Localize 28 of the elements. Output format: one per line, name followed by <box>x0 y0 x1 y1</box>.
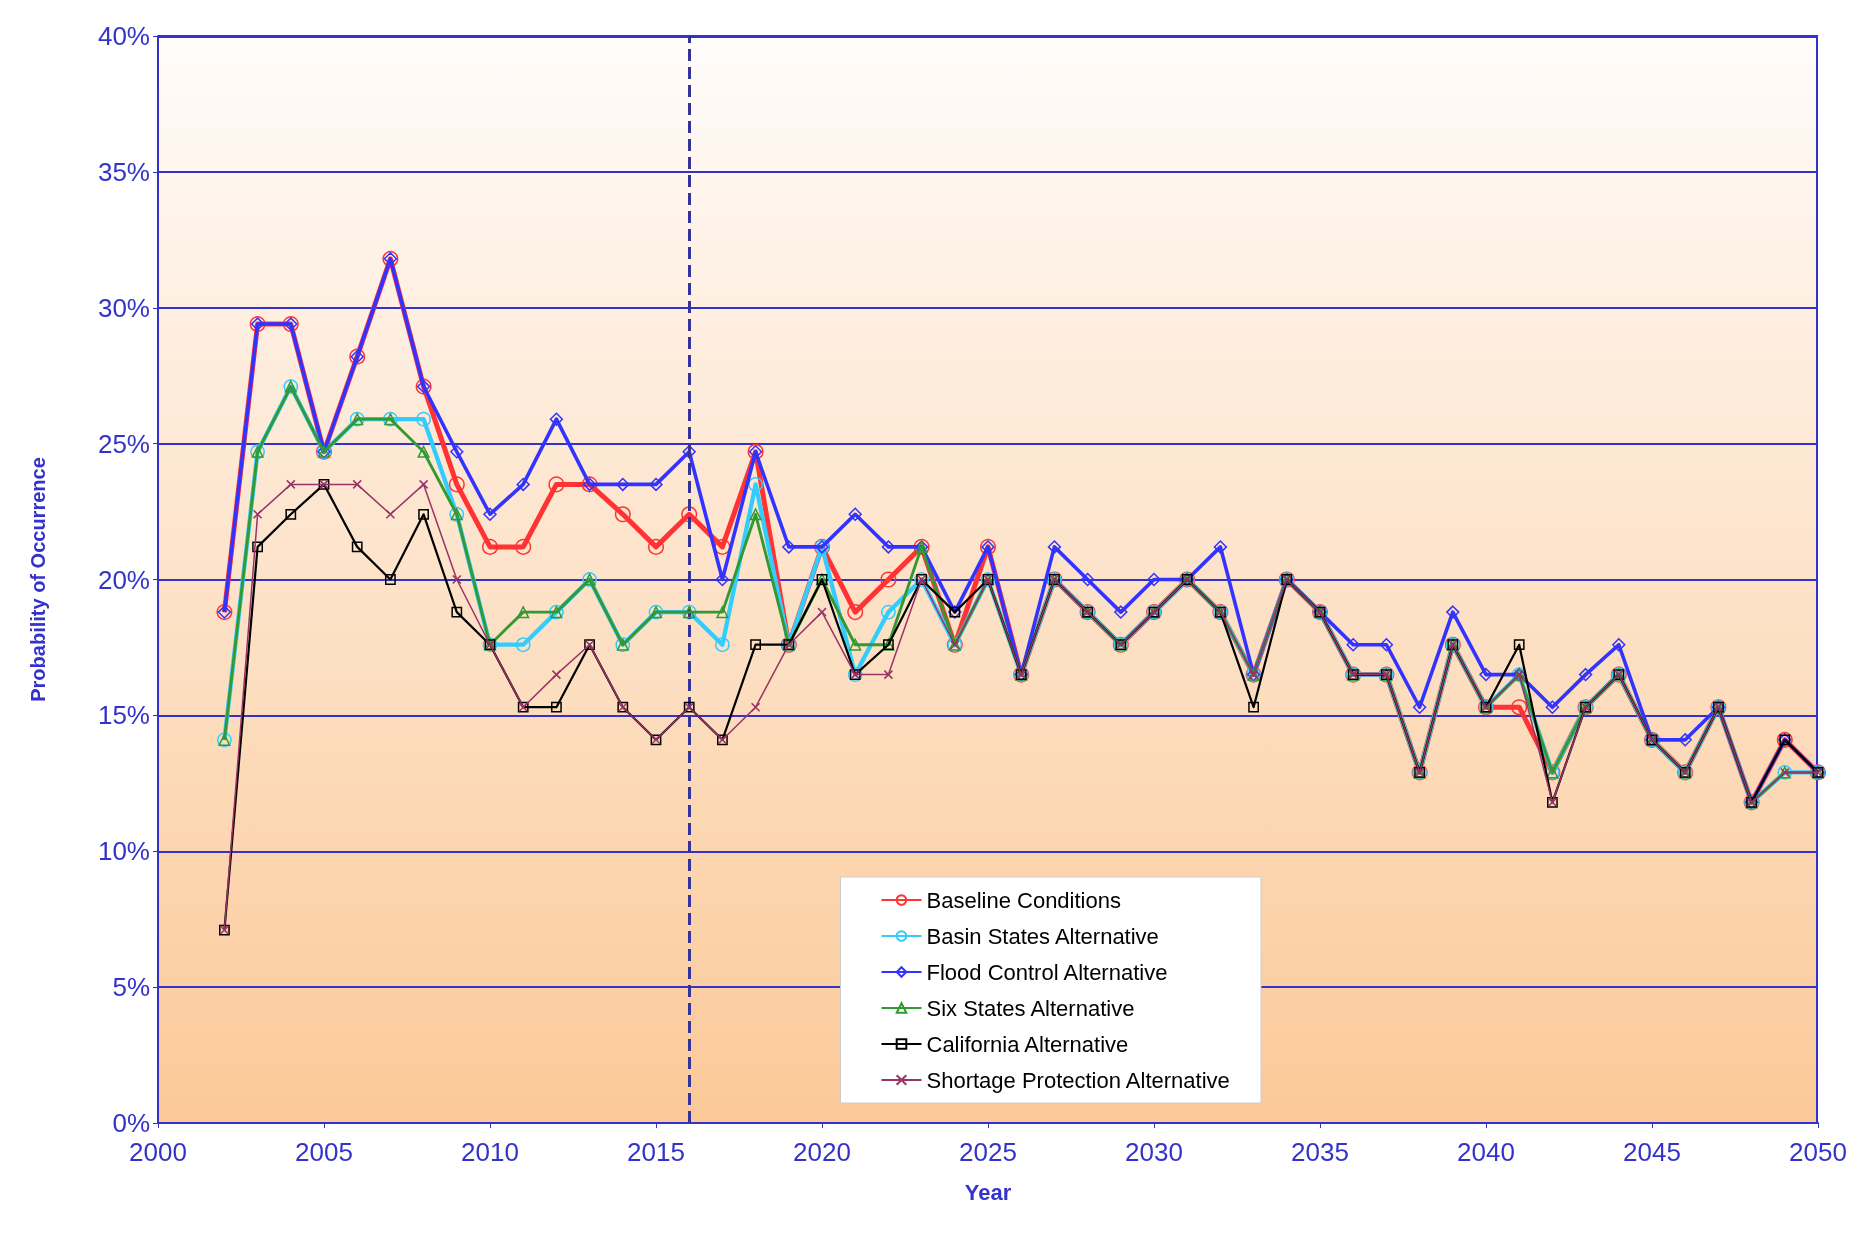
y-tick-label: 35% <box>97 156 150 187</box>
x-tick-label: 2040 <box>1457 1137 1515 1167</box>
x-tick-label: 2000 <box>129 1137 187 1167</box>
x-tick-label: 2025 <box>959 1137 1017 1167</box>
legend-label: California Alternative <box>926 1031 1129 1057</box>
y-tick-label: 15% <box>97 700 150 731</box>
y-tick-label: 10% <box>97 836 150 867</box>
y-tick-label: 25% <box>97 428 150 459</box>
x-tick-label: 2045 <box>1623 1137 1681 1167</box>
x-axis-title: Year <box>964 1179 1012 1205</box>
x-tick-label: 2035 <box>1291 1137 1349 1167</box>
legend-label: Shortage Protection Alternative <box>926 1067 1230 1093</box>
x-tick-label: 2030 <box>1125 1137 1183 1167</box>
x-tick-label: 2020 <box>793 1137 851 1167</box>
x-tick-label: 2010 <box>461 1137 519 1167</box>
legend-label: Baseline Conditions <box>926 887 1121 913</box>
legend-label: Six States Alternative <box>926 995 1135 1021</box>
x-tick-label: 2015 <box>627 1137 685 1167</box>
legend-label: Flood Control Alternative <box>926 959 1168 985</box>
y-tick-label: 5% <box>112 972 150 1003</box>
y-tick-label: 0% <box>112 1108 150 1138</box>
legend-label: Basin States Alternative <box>926 923 1159 949</box>
x-tick-label: 2005 <box>295 1137 353 1167</box>
y-tick-label: 20% <box>97 564 150 595</box>
y-axis-title: Probability of Occurrence <box>27 457 49 702</box>
y-tick-label: 30% <box>97 292 150 323</box>
y-tick-label: 40% <box>97 21 150 51</box>
x-tick-label: 2050 <box>1789 1137 1847 1167</box>
